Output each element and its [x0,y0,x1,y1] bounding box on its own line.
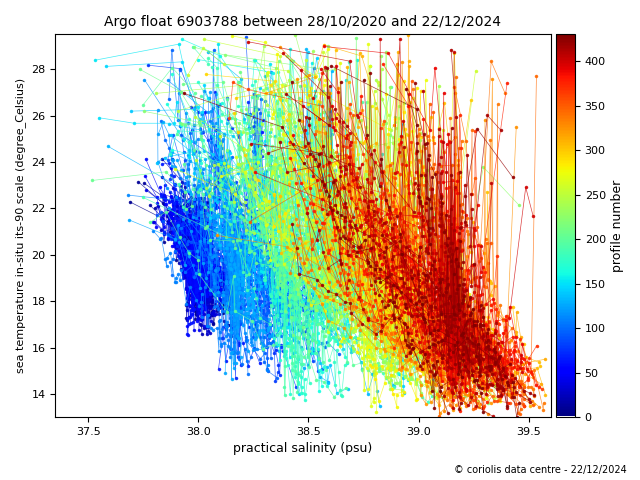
Title: Argo float 6903788 between 28/10/2020 and 22/12/2024: Argo float 6903788 between 28/10/2020 an… [104,15,502,29]
X-axis label: practical salinity (psu): practical salinity (psu) [234,443,372,456]
Text: © coriolis data centre - 22/12/2024: © coriolis data centre - 22/12/2024 [454,465,627,475]
Y-axis label: profile number: profile number [611,180,625,272]
Y-axis label: sea temperature in-situ its-90 scale (degree_Celsius): sea temperature in-situ its-90 scale (de… [15,78,26,373]
